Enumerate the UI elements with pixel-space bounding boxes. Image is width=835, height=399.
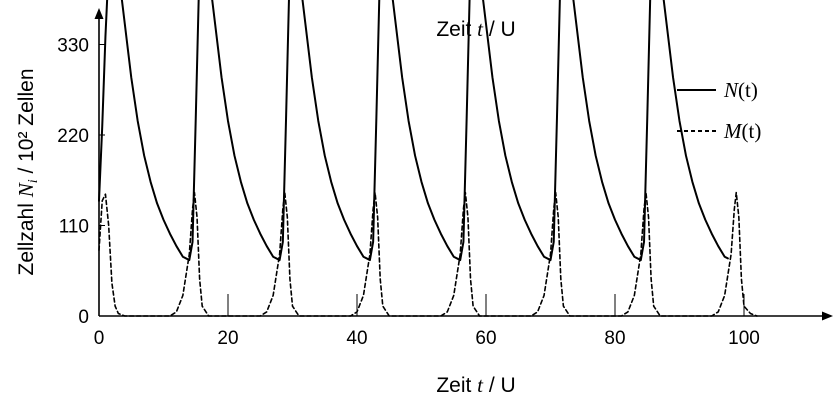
legend: N(t) M(t) (677, 78, 761, 143)
x-tick-label-4: 80 (604, 328, 625, 349)
y-tick-label-1: 110 (59, 217, 89, 238)
x-tick-label-1: 20 (217, 328, 238, 349)
legend-label-n: N(t) (723, 78, 758, 102)
y-tick-label-2: 220 (57, 126, 89, 147)
series-line-M (98, 191, 758, 317)
x-tick-label-3: 60 (475, 328, 496, 349)
y-tick-label-3: 330 (57, 36, 89, 57)
x-axis-label: Zeit t / U (436, 373, 515, 397)
x-tick-label-5: 100 (728, 328, 760, 349)
x-tick-label-0: 0 (94, 328, 105, 349)
y-axis-label: Zellzahl Ni / 10² Zellen (14, 69, 41, 276)
top-axis-label: Zeit t / U (436, 17, 515, 41)
y-ticks: 0110220330440 (57, 36, 105, 328)
x-tick-label-2: 40 (346, 328, 367, 349)
legend-label-m: M(t) (723, 119, 761, 143)
y-tick-label-0: 0 (78, 307, 89, 328)
y-axis-arrow (94, 8, 104, 19)
series-line-N (98, 0, 729, 262)
x-axis-arrow (822, 311, 833, 321)
series-layer (98, 0, 758, 317)
x-ticks: 0 20 40 60 80 100 (94, 294, 760, 349)
